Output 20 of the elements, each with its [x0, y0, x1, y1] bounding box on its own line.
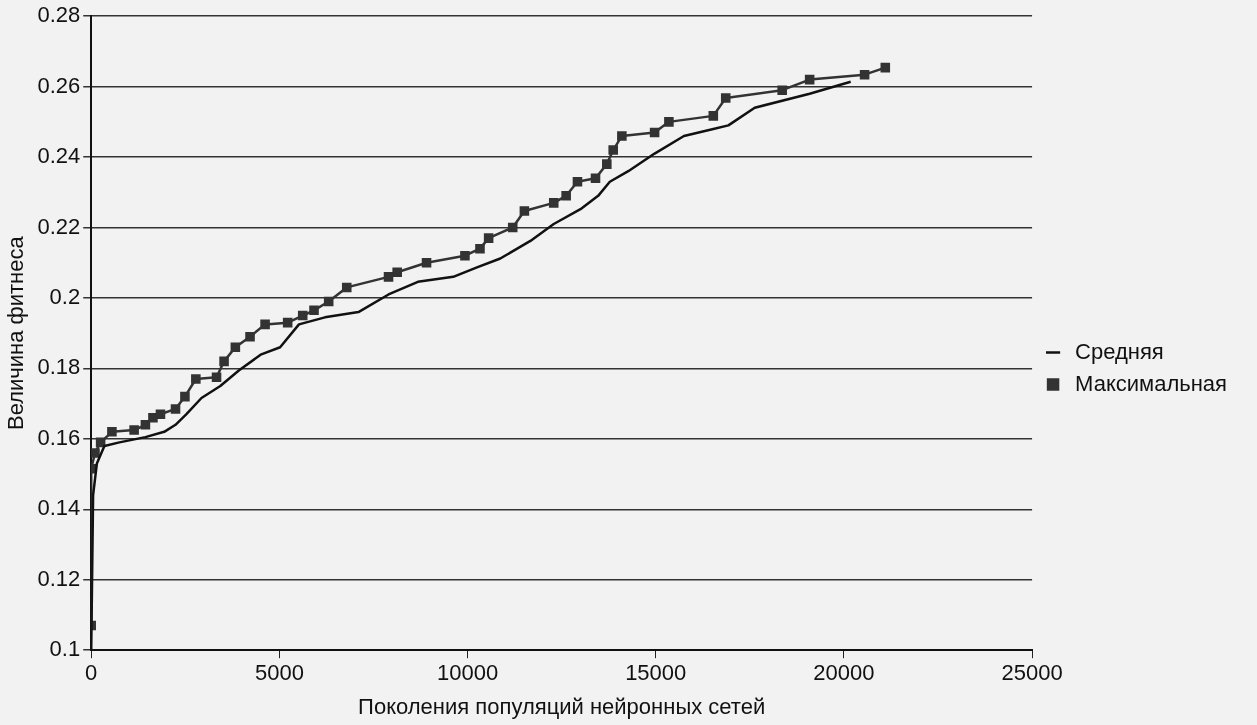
x-tick-label: 10000 [436, 660, 499, 686]
y-axis-title: Величина фитнеса [3, 235, 29, 431]
y-tick-label: 0.2 [49, 284, 81, 310]
legend-label: Средняя [1075, 338, 1164, 364]
x-tick-label: 25000 [1001, 660, 1063, 686]
y-tick-label: 0.28 [37, 2, 81, 28]
y-tick-label: 0.22 [37, 213, 81, 239]
legend-label: Максимальная [1075, 370, 1228, 396]
y-tick-label: 0.26 [37, 72, 81, 98]
x-tick-label: 5000 [254, 660, 304, 686]
y-tick-label: 0.1 [49, 636, 81, 662]
x-tick-label: 20000 [813, 660, 875, 686]
y-tick-label: 0.12 [37, 565, 81, 591]
y-tick-label: 0.16 [37, 424, 81, 450]
y-tick-label: 0.14 [37, 495, 81, 521]
x-axis-title: Поколения популяций нейронных сетей [358, 693, 766, 719]
x-tick-label: 15000 [625, 660, 687, 686]
x-tick-label: 0 [85, 660, 98, 686]
y-tick-label: 0.24 [37, 143, 81, 169]
y-tick-label: 0.18 [37, 354, 81, 380]
